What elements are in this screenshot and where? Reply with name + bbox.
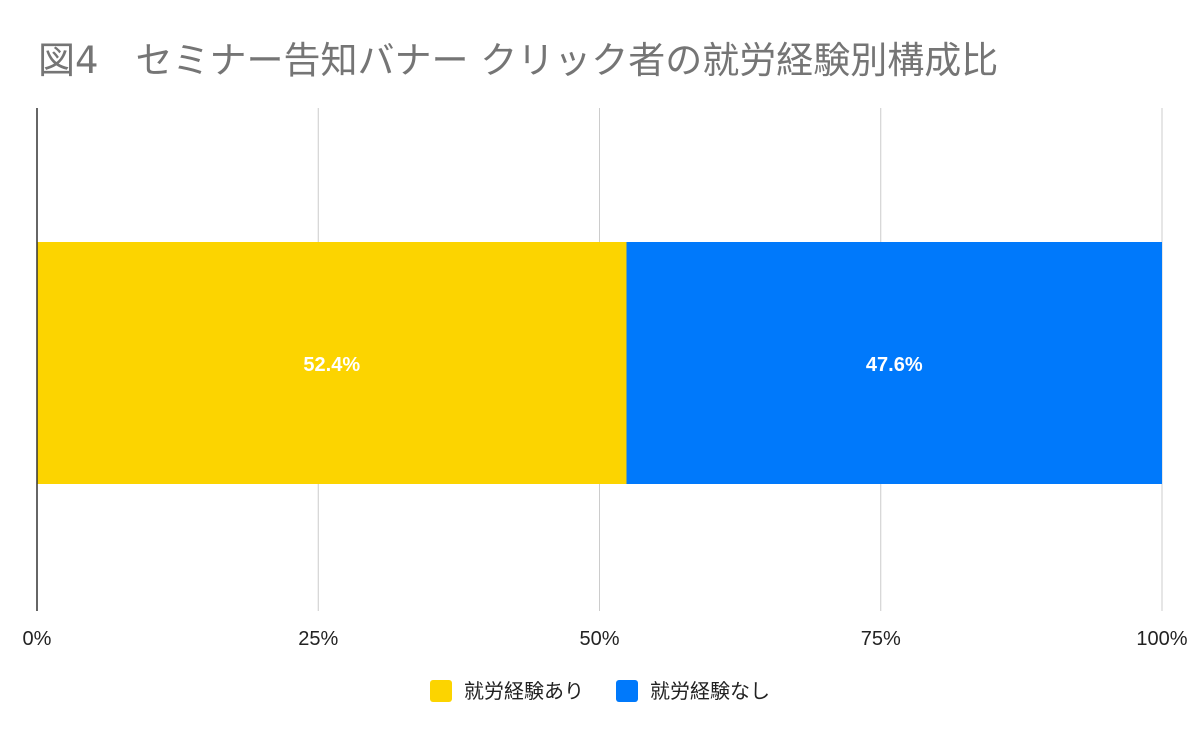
legend-label: 就労経験なし	[650, 680, 770, 703]
x-tick-label: 75%	[861, 628, 901, 650]
data-label: 47.6%	[866, 354, 923, 376]
x-tick-label: 100%	[1136, 628, 1187, 650]
x-tick-label: 0%	[23, 628, 52, 650]
legend-label: 就労経験あり	[464, 680, 584, 703]
legend-swatch	[430, 680, 452, 702]
x-tick-label: 25%	[298, 628, 338, 650]
bar-segment	[626, 242, 1162, 484]
legend-swatch	[616, 680, 638, 702]
x-tick-label: 50%	[579, 628, 619, 650]
bar-segment	[37, 242, 627, 484]
chart-title: 図4 セミナー告知バナー クリック者の就労経験別構成比	[38, 39, 999, 82]
data-label: 52.4%	[303, 354, 360, 376]
